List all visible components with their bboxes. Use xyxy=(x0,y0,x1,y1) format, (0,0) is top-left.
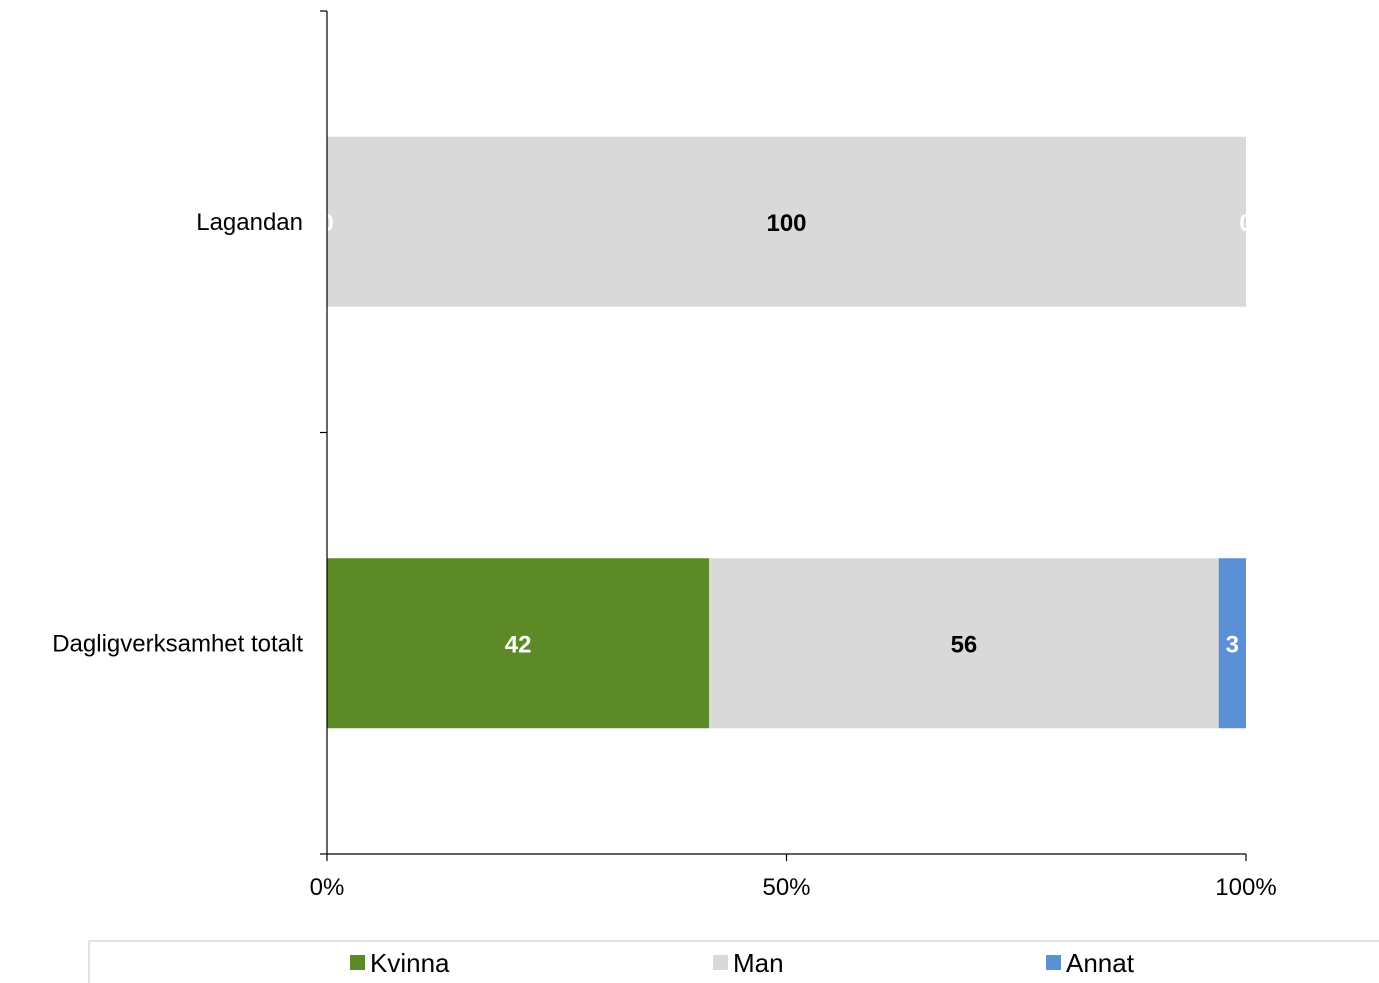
bar-dagligverksamhet-totalt-kvinna xyxy=(327,558,710,729)
legend-label-kvinna: Kvinna xyxy=(370,948,450,978)
bar-lagandan-man xyxy=(327,136,1246,307)
x-tick-label-50: 50% xyxy=(762,874,810,901)
legend: Kvinna Man Annat xyxy=(88,940,1379,983)
legend-swatch-man xyxy=(713,955,728,970)
legend-swatch-annat xyxy=(1046,955,1061,970)
legend-swatch-kvinna xyxy=(350,955,365,970)
legend-label-man: Man xyxy=(733,948,784,978)
data-label-dagligverksamhet-totalt-man: 56 xyxy=(951,631,978,658)
data-label-lagandan-man: 100 xyxy=(766,210,806,237)
category-label-dagligverksamhet-totalt: Dagligverksamhet totalt xyxy=(52,630,303,657)
data-labels-layer: 0 100 042 56 3 xyxy=(320,210,1252,659)
x-tick-label-100: 100% xyxy=(1215,874,1276,901)
axes-layer: Lagandan Dagligverksamhet totalt 0% 50% 100% xyxy=(52,10,1277,901)
data-label-dagligverksamhet-totalt-kvinna: 42 xyxy=(505,631,532,658)
bar-dagligverksamhet-totalt-annat xyxy=(1218,558,1246,729)
x-tick-label-0: 0% xyxy=(310,874,345,901)
legend-label-annat: Annat xyxy=(1066,948,1135,978)
data-label-lagandan-annat: 0 xyxy=(1239,210,1252,237)
category-label-lagandan: Lagandan xyxy=(196,209,303,236)
bar-dagligverksamhet-totalt-man xyxy=(709,558,1219,729)
data-label-dagligverksamhet-totalt-annat: 3 xyxy=(1226,631,1239,658)
legend-border xyxy=(88,940,1379,983)
bars-layer xyxy=(327,136,1246,729)
